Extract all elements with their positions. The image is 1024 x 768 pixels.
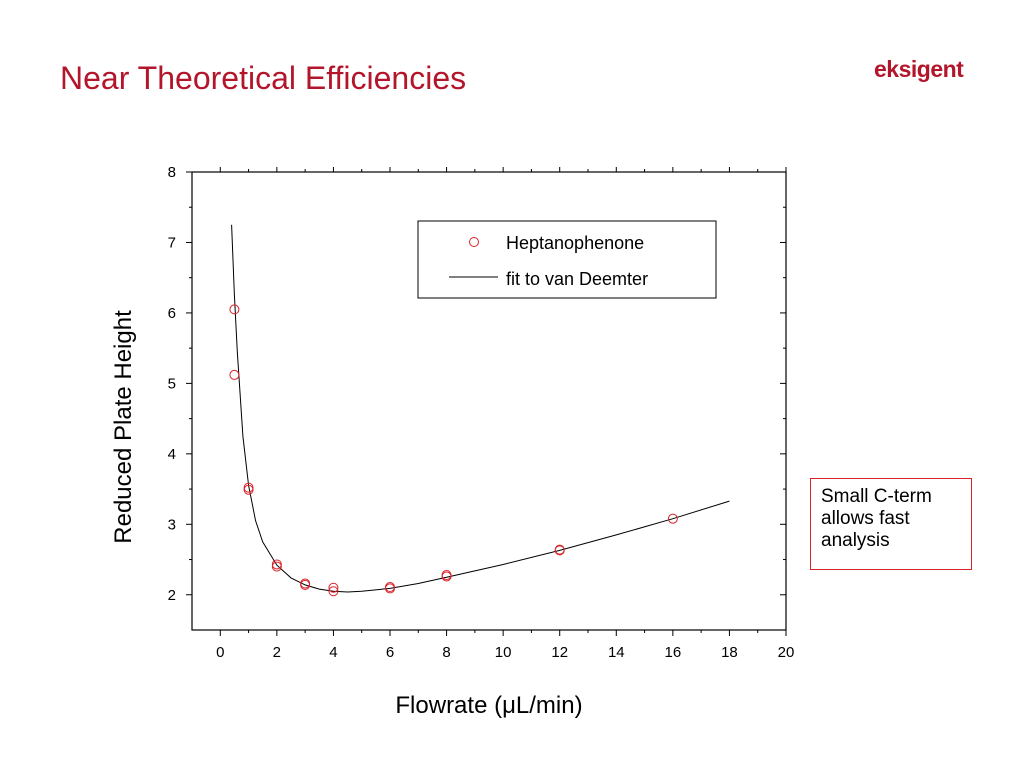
data-point [229,369,240,380]
y-axis-tick-labels: 2 3 4 5 6 7 8 [168,164,176,604]
y-tick-label: 5 [168,375,176,392]
data-point [328,586,339,597]
x-tick-label: 18 [721,644,738,661]
data-point [328,582,339,593]
data-point [554,545,565,556]
x-tick-label: 16 [665,644,682,661]
slide-title: Near Theoretical Efficiencies [60,60,467,96]
fit-curve [231,224,730,593]
x-axis-ticks [219,167,787,636]
data-point [300,579,311,590]
x-tick-label: 4 [329,644,337,661]
y-tick-label: 7 [168,234,176,251]
data-point [271,561,282,572]
x-tick-label: 14 [608,644,625,661]
x-tick-label: 6 [386,644,394,661]
legend-label-fit: fit to van Deemter [506,269,648,289]
data-point [243,484,254,495]
plot-frame [191,171,787,631]
y-tick-label: 4 [168,446,176,463]
data-point [667,513,678,524]
x-tick-label: 10 [495,644,512,661]
legend-marker-icon [469,237,479,247]
x-tick-label: 12 [551,644,568,661]
y-tick-label: 2 [168,587,176,604]
legend-box [417,220,717,299]
y-tick-label: 8 [168,164,176,181]
x-axis-tick-labels: 0 2 4 6 8 10 12 14 16 18 20 [216,644,794,661]
data-point [229,304,240,315]
x-tick-label: 8 [442,644,450,661]
x-tick-label: 0 [216,644,224,661]
legend: Heptanophenone fit to van Deemter [417,220,717,299]
data-point [441,571,452,582]
y-tick-label: 3 [168,516,176,533]
x-axis-label: Flowrate (μL/min) [395,692,582,719]
legend-label-heptanophenone: Heptanophenone [506,233,644,253]
x-tick-label: 20 [778,644,795,661]
y-axis-label: Reduced Plate Height [110,310,137,544]
data-point [385,583,395,594]
y-axis-ticks [186,171,786,596]
eksigent-logo: eksigent [874,56,964,82]
callout-note: Small C-term allows fast analysis [810,478,972,570]
y-tick-label: 6 [168,305,176,322]
x-tick-label: 2 [273,644,281,661]
data-points [229,304,678,597]
